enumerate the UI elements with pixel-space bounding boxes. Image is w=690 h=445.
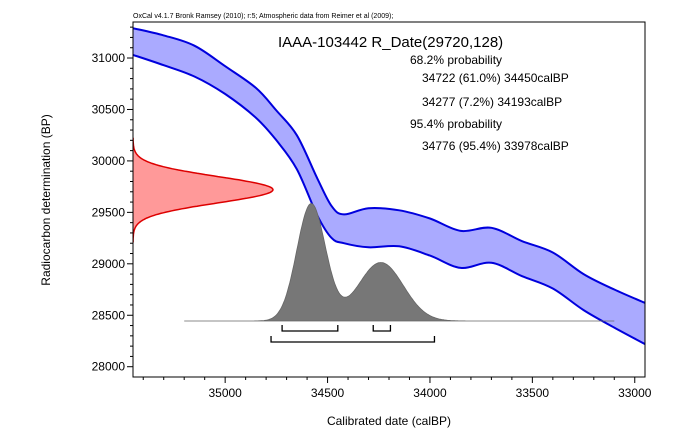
radiocarbon-distribution-line [133,137,274,243]
header-note: OxCal v4.1.7 Bronk Ramsey (2010); r:5; A… [133,13,393,20]
plot-area [133,27,645,345]
y-tick-label: 31000 [92,51,126,65]
chart-title: IAAA-103442 R_Date(29720,128) [278,34,503,51]
range-68-bracket-2 [372,325,392,332]
y-axis-label: Radiocarbon determination (BP) [39,114,53,285]
y-tick-label: 29000 [92,257,126,271]
calibration-upper-line [133,27,645,304]
x-tick-label: 34500 [311,386,345,400]
y-tick-label: 30000 [92,154,126,168]
range-95-bracket-1 [270,336,436,343]
y-tick-label: 28500 [92,308,126,322]
x-tick-label: 33000 [618,386,652,400]
y-tick-label: 29500 [92,205,126,219]
y-tick-label: 28000 [92,360,126,374]
range68-2-text: 34277 (7.2%) 34193calBP [422,95,562,109]
posterior-distribution [184,203,615,322]
calibration-band [133,28,645,345]
range68-1-text: 34722 (61.0%) 34450calBP [422,71,569,85]
range95-1-text: 34776 (95.4%) 33978calBP [422,139,569,153]
prob95-label: 95.4% probability [410,117,502,131]
prob68-label: 68.2% probability [410,53,502,67]
calibration-lower-line [133,53,645,345]
y-tick-label: 30500 [92,102,126,116]
range-68-bracket-1 [281,325,339,332]
radiocarbon-distribution-fill [133,137,273,243]
x-tick-label: 35000 [208,386,242,400]
x-axis-label: Calibrated date (calBP) [327,414,451,428]
x-tick-label: 33500 [516,386,550,400]
x-tick-label: 34000 [413,386,447,400]
